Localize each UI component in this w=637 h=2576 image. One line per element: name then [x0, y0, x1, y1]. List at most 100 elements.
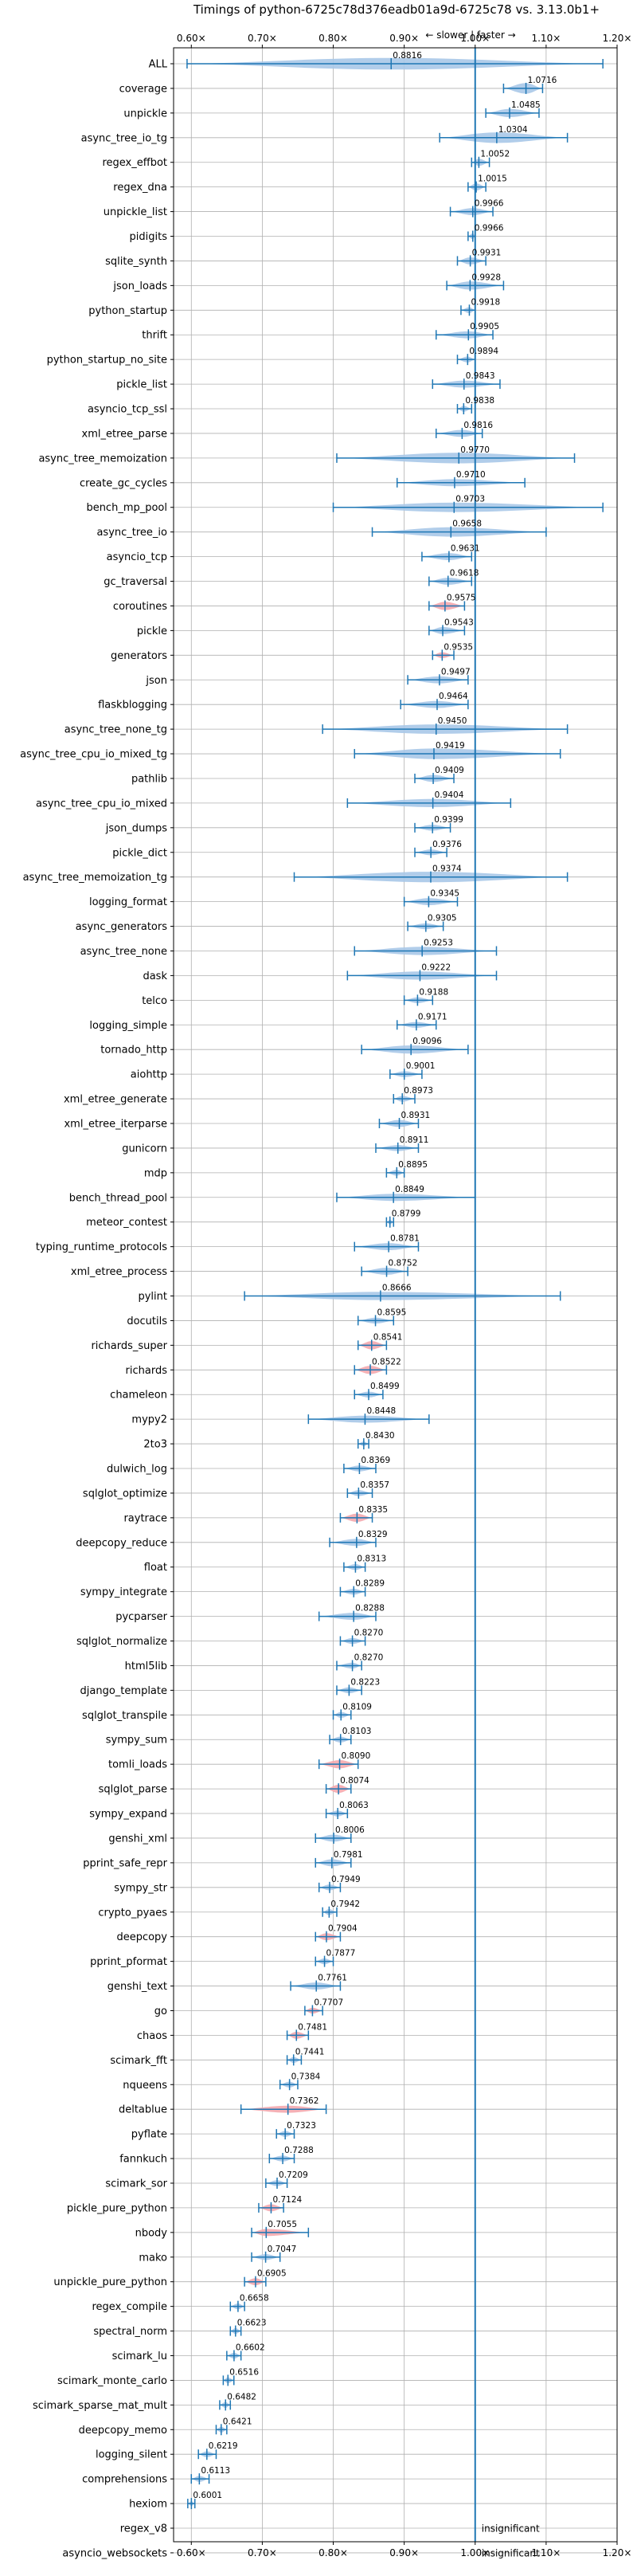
value-label: 0.9188 — [419, 987, 448, 997]
value-label: 0.8595 — [377, 1308, 407, 1317]
value-label: 0.9399 — [434, 815, 463, 825]
y-tick-label: regex_compile — [92, 2301, 167, 2313]
y-tick-label: bench_thread_pool — [69, 1192, 167, 1204]
y-tick-label: pycparser — [115, 1611, 167, 1623]
value-label: 0.6113 — [201, 2466, 230, 2476]
value-label: 0.7288 — [284, 2146, 314, 2155]
value-label: 0.8849 — [395, 1185, 424, 1194]
x-tick-label-top: 1.10× — [531, 33, 561, 44]
y-tick-label: json_dumps — [105, 822, 167, 834]
value-label: 0.9305 — [428, 914, 457, 923]
y-tick-label: pickle_list — [116, 379, 167, 391]
y-tick-label: sympy_expand — [89, 1809, 167, 1821]
y-tick-label: mako — [139, 2252, 167, 2264]
x-tick-label-bottom: 1.10× — [531, 2547, 561, 2558]
value-label: 0.8289 — [355, 1579, 385, 1589]
y-tick-label: chaos — [137, 2030, 167, 2042]
value-label: 0.9966 — [475, 224, 504, 233]
value-label: 0.7047 — [268, 2245, 297, 2254]
y-tick-label: unpickle_list — [104, 206, 167, 218]
value-label: 0.8973 — [404, 1086, 433, 1096]
y-tick-label: gc_traversal — [104, 576, 167, 588]
y-tick-label: async_tree_cpu_io_mixed_tg — [20, 749, 167, 761]
y-tick-label: regex_v8 — [120, 2523, 167, 2535]
y-tick-label: pickle_pure_python — [67, 2202, 167, 2214]
value-label: 0.7707 — [314, 1998, 343, 2007]
value-label: 0.9001 — [406, 1061, 436, 1071]
value-label: 0.7384 — [291, 2072, 321, 2081]
value-label: 0.7877 — [326, 1949, 356, 1958]
value-label: 0.9409 — [435, 766, 464, 775]
value-label: 0.7055 — [268, 2220, 297, 2229]
value-label: 0.6482 — [227, 2392, 256, 2402]
y-tick-label: nbody — [135, 2227, 168, 2239]
y-tick-label: async_tree_none — [80, 946, 167, 958]
value-label: 0.9535 — [444, 642, 473, 652]
value-label: 1.0052 — [480, 150, 510, 159]
value-label: 0.6421 — [223, 2417, 252, 2426]
value-label: 0.8006 — [335, 1825, 365, 1835]
y-tick-label: pprint_safe_repr — [83, 1857, 167, 1869]
value-label: 0.8781 — [390, 1234, 420, 1244]
y-tick-label: xml_etree_iterparse — [64, 1118, 167, 1130]
y-tick-label: richards_super — [91, 1340, 167, 1352]
value-label: 0.9894 — [469, 347, 498, 356]
value-label: 0.9918 — [471, 297, 500, 307]
x-tick-label-top: 0.60× — [177, 33, 206, 44]
value-label: 0.9345 — [430, 889, 459, 899]
value-label: 0.7942 — [330, 1900, 360, 1909]
value-label: 0.8816 — [393, 51, 422, 61]
y-tick-label: hexiom — [129, 2499, 167, 2511]
y-tick-label: fannkuch — [119, 2154, 167, 2166]
y-tick-label: deepcopy_reduce — [76, 1537, 167, 1549]
y-tick-label: json — [145, 675, 167, 687]
range-bars — [186, 58, 604, 2510]
y-tick-label: scimark_sparse_mat_mult — [33, 2400, 167, 2412]
y-tick-label: scimark_lu — [112, 2351, 167, 2362]
value-label: 0.9404 — [435, 790, 464, 800]
y-tick-labels: ALL coverage unpickle async_tree_io_tgregex… — [20, 59, 174, 2559]
value-label: 1.0015 — [478, 174, 507, 184]
value-label: 0.9253 — [424, 938, 453, 947]
y-tick-label: regex_dna — [113, 182, 167, 194]
y-tick-label: chameleon — [110, 1390, 167, 1402]
value-label: 0.9631 — [451, 544, 480, 554]
y-tick-label: pyflate — [131, 2129, 167, 2141]
value-label: 0.8430 — [365, 1431, 395, 1441]
value-label: 0.8499 — [370, 1382, 400, 1391]
value-labels: 0.8816 1.0716 1.0485 1.0304 1.0052 1.0015 0.99… — [193, 51, 557, 2558]
value-label: 0.9575 — [447, 593, 476, 602]
y-tick-label: thrift — [142, 330, 167, 342]
value-label: 0.9419 — [436, 741, 465, 751]
value-label: 0.8799 — [392, 1210, 421, 1219]
y-tick-label: meteor_contest — [86, 1217, 167, 1229]
y-tick-label: html5lib — [125, 1660, 167, 1672]
value-label: 0.6516 — [229, 2367, 259, 2377]
y-tick-label: deltablue — [119, 2104, 167, 2116]
y-tick-label: flaskblogging — [98, 700, 167, 712]
value-label: 0.7362 — [290, 2096, 319, 2106]
value-label: 0.7441 — [295, 2047, 325, 2056]
value-label: 0.9966 — [475, 199, 504, 209]
value-label: 1.0304 — [498, 125, 528, 135]
y-tick-label: sympy_str — [114, 1882, 167, 1894]
value-label: 1.0716 — [528, 76, 557, 85]
value-label: 0.8223 — [350, 1677, 380, 1687]
y-tick-label: logging_simple — [89, 1020, 167, 1032]
y-tick-label: ALL — [149, 59, 168, 71]
y-tick-label: aiohttp — [131, 1069, 167, 1081]
value-label: 0.9222 — [421, 963, 451, 972]
value-label: 0.8329 — [358, 1530, 388, 1539]
value-label: 0.7949 — [331, 1875, 361, 1884]
x-tick-label-top: 1.00× — [460, 33, 490, 44]
y-tick-label: logging_format — [89, 896, 167, 908]
y-tick-label: python_startup_no_site — [47, 355, 167, 367]
x-tick-label-top: 0.80× — [318, 33, 348, 44]
y-tick-label: generators — [111, 650, 167, 662]
value-label: 0.8522 — [372, 1357, 401, 1366]
y-tick-label: go — [154, 2006, 167, 2017]
y-tick-label: logging_silent — [96, 2449, 167, 2461]
